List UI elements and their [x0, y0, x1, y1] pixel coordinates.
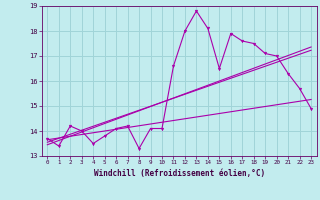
X-axis label: Windchill (Refroidissement éolien,°C): Windchill (Refroidissement éolien,°C) [94, 169, 265, 178]
